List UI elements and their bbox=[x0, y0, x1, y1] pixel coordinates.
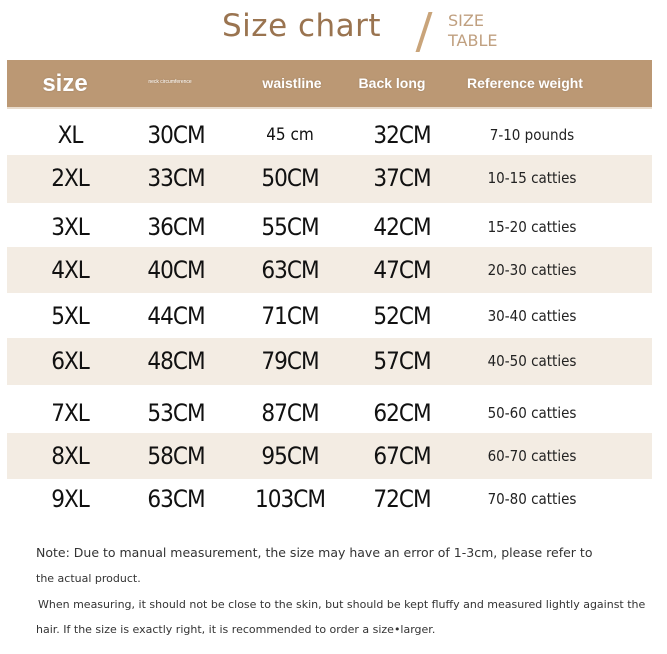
cell-back: 52CM bbox=[373, 302, 431, 330]
cell-neck: 48CM bbox=[147, 347, 205, 375]
header-back-long: Back long bbox=[358, 75, 426, 91]
cell-back: 47CM bbox=[373, 256, 431, 284]
header-neck: neck circumference bbox=[148, 79, 192, 85]
cell-waist: 45 cm bbox=[266, 125, 314, 145]
cell-neck: 30CM bbox=[147, 121, 205, 149]
table-header: size neck circumference waistline Back l… bbox=[7, 60, 652, 109]
cell-neck: 33CM bbox=[147, 164, 205, 192]
cell-weight: 60-70 catties bbox=[487, 447, 577, 465]
note-line: When measuring, it should not be close t… bbox=[38, 598, 646, 611]
cell-neck: 63CM bbox=[147, 485, 205, 513]
cell-size: XL bbox=[57, 121, 84, 149]
row-band bbox=[7, 338, 652, 385]
page-subtitle: SIZE TABLE bbox=[448, 11, 497, 51]
note-line: hair. If the size is exactly right, it i… bbox=[36, 623, 436, 636]
cell-weight: 70-80 catties bbox=[487, 490, 577, 508]
cell-back: 62CM bbox=[373, 399, 431, 427]
header-reference-weight: Reference weight bbox=[467, 75, 583, 91]
cell-size: 9XL bbox=[51, 485, 90, 513]
cell-size: 5XL bbox=[51, 302, 90, 330]
cell-size: 4XL bbox=[51, 256, 90, 284]
cell-size: 3XL bbox=[51, 213, 90, 241]
cell-waist: 95CM bbox=[261, 442, 319, 470]
cell-neck: 53CM bbox=[147, 399, 205, 427]
row-band bbox=[7, 247, 652, 293]
note-line: the actual product. bbox=[36, 572, 141, 585]
cell-waist: 103CM bbox=[255, 485, 326, 513]
cell-waist: 79CM bbox=[261, 347, 319, 375]
table-row: 4XL 40CM 63CM 47CM 20-30 catties bbox=[0, 250, 667, 290]
cell-weight: 20-30 catties bbox=[487, 261, 577, 279]
cell-neck: 44CM bbox=[147, 302, 205, 330]
table-row: 9XL 63CM 103CM 72CM 70-80 catties bbox=[0, 479, 667, 519]
table-row: 6XL 48CM 79CM 57CM 40-50 catties bbox=[0, 341, 667, 381]
cell-waist: 50CM bbox=[261, 164, 319, 192]
note-line: Note: Due to manual measurement, the siz… bbox=[36, 545, 593, 560]
table-row: 2XL 33CM 50CM 37CM 10-15 catties bbox=[0, 158, 667, 198]
subtitle-line: SIZE bbox=[448, 11, 484, 30]
cell-waist: 71CM bbox=[261, 302, 319, 330]
table-row: 8XL 58CM 95CM 67CM 60-70 catties bbox=[0, 436, 667, 476]
cell-neck: 58CM bbox=[147, 442, 205, 470]
header-size: size bbox=[42, 70, 88, 97]
row-band bbox=[7, 433, 652, 479]
cell-waist: 55CM bbox=[261, 213, 319, 241]
subtitle-line: TABLE bbox=[448, 31, 498, 50]
cell-weight: 30-40 catties bbox=[487, 307, 577, 325]
cell-weight: 50-60 catties bbox=[487, 404, 577, 422]
cell-size: 2XL bbox=[51, 164, 90, 192]
cell-weight: 7-10 pounds bbox=[489, 126, 575, 144]
row-band bbox=[7, 155, 652, 203]
header-waistline: waistline bbox=[262, 75, 322, 91]
cell-back: 57CM bbox=[373, 347, 431, 375]
title-divider bbox=[415, 12, 433, 52]
table-row: XL 30CM 45 cm 32CM 7-10 pounds bbox=[0, 115, 667, 155]
table-row: 5XL 44CM 71CM 52CM 30-40 catties bbox=[0, 296, 667, 336]
cell-back: 72CM bbox=[373, 485, 431, 513]
table-row: 3XL 36CM 55CM 42CM 15-20 catties bbox=[0, 207, 667, 247]
cell-waist: 87CM bbox=[261, 399, 319, 427]
cell-neck: 36CM bbox=[147, 213, 205, 241]
cell-back: 37CM bbox=[373, 164, 431, 192]
table-row: 7XL 53CM 87CM 62CM 50-60 catties bbox=[0, 393, 667, 433]
cell-back: 67CM bbox=[373, 442, 431, 470]
cell-back: 32CM bbox=[373, 121, 431, 149]
cell-weight: 10-15 catties bbox=[487, 169, 577, 187]
cell-weight: 40-50 catties bbox=[487, 352, 577, 370]
cell-neck: 40CM bbox=[147, 256, 205, 284]
cell-waist: 63CM bbox=[261, 256, 319, 284]
page-title: Size chart bbox=[222, 8, 382, 44]
cell-weight: 15-20 catties bbox=[487, 218, 577, 236]
cell-size: 7XL bbox=[51, 399, 90, 427]
cell-back: 42CM bbox=[373, 213, 431, 241]
cell-size: 6XL bbox=[51, 347, 90, 375]
cell-size: 8XL bbox=[51, 442, 90, 470]
